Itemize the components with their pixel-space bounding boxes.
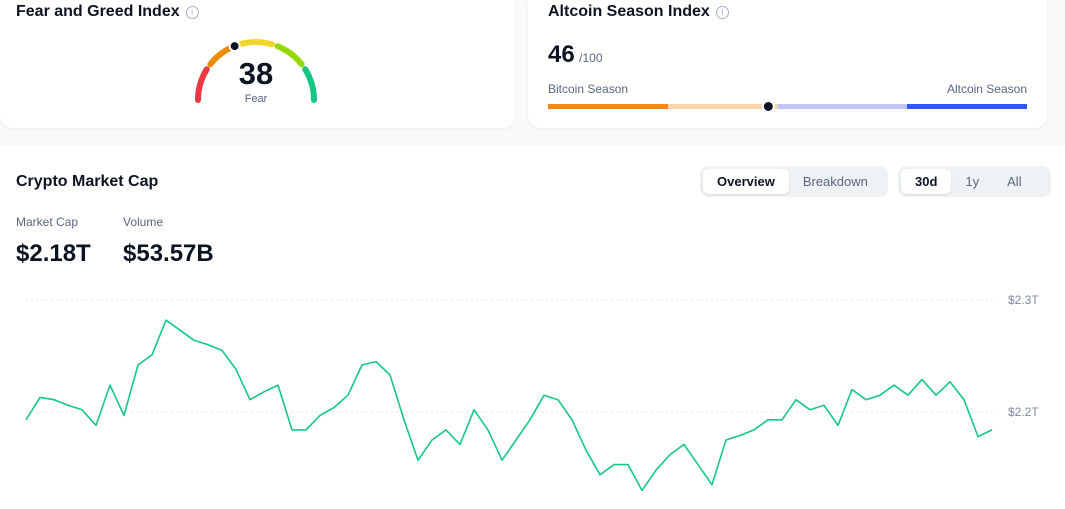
info-icon[interactable]: i <box>185 6 199 19</box>
stat-value: $53.57B <box>123 240 214 267</box>
score-scale: /100 <box>579 51 603 65</box>
gauge-pointer <box>228 40 241 53</box>
score-value: 46 <box>548 41 575 68</box>
title-text: Altcoin Season Index <box>548 3 710 20</box>
title-text: Fear and Greed Index <box>16 3 180 20</box>
market-title: Crypto Market Cap <box>16 173 159 190</box>
range-button[interactable]: 30d <box>901 169 952 194</box>
altcoin-score: 46 /100 <box>548 41 603 69</box>
tab[interactable]: Overview <box>703 169 789 194</box>
range-tabs: 30d 1y All <box>898 166 1051 197</box>
tab[interactable]: Breakdown <box>802 174 868 189</box>
gauge-segment <box>195 66 210 103</box>
gauge-segment <box>302 66 317 103</box>
season-bar-segment <box>907 104 1027 109</box>
y-tick-label: $2.3T <box>1008 293 1039 307</box>
view-tabs: Overview Breakdown <box>700 166 888 197</box>
fear-greed-title: Fear and Greed Index i <box>16 3 199 21</box>
market-card <box>0 145 1065 509</box>
bitcoin-season-label: Bitcoin Season <box>548 82 629 96</box>
altcoin-season-label: Altcoin Season <box>946 82 1027 96</box>
altcoin-title: Altcoin Season Index i <box>548 3 729 21</box>
season-bar-segment <box>548 104 668 109</box>
gauge-segment <box>237 39 275 48</box>
gauge-label: Fear <box>245 93 268 105</box>
price-line <box>25 319 993 492</box>
range-button[interactable]: All <box>1007 174 1022 189</box>
fear-greed-card <box>0 0 515 128</box>
range-button[interactable]: 1y <box>965 174 980 189</box>
gauge-value: 38 <box>239 56 273 91</box>
stat-label: Market Cap <box>16 215 79 229</box>
season-bar-segment <box>668 104 778 109</box>
season-pointer <box>761 100 775 113</box>
info-icon[interactable]: i <box>715 6 729 19</box>
y-tick-label: $2.2T <box>1008 405 1039 419</box>
stat-label: Volume <box>123 215 164 229</box>
season-bar-segment <box>778 104 907 109</box>
gauge-segment <box>274 43 305 68</box>
stat-value: $2.18T <box>16 240 91 267</box>
